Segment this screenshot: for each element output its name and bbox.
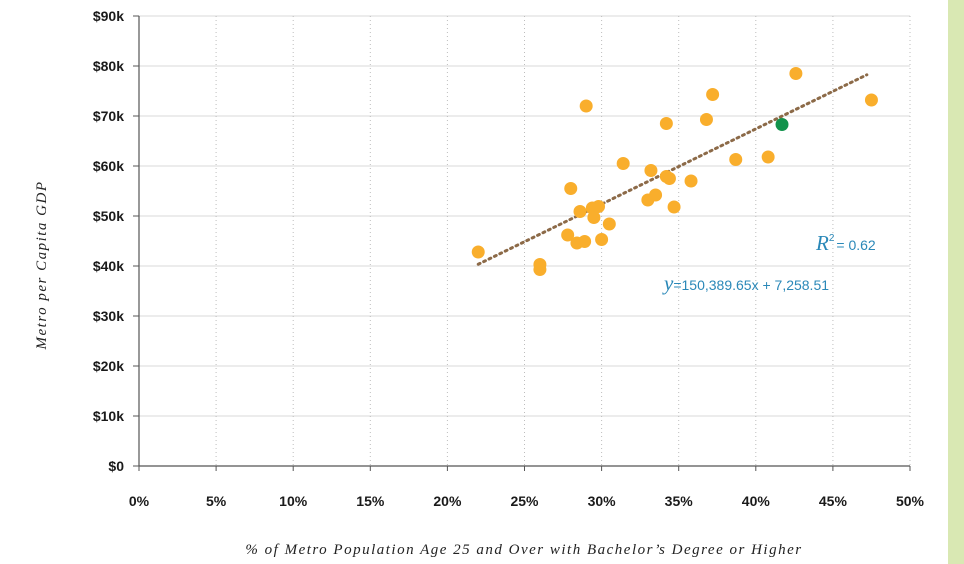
r-squared-symbol: R xyxy=(815,231,829,255)
x-tick-label: 5% xyxy=(206,493,227,509)
x-axis-title: % of Metro Population Age 25 and Over wi… xyxy=(245,542,802,558)
data-point xyxy=(616,157,630,170)
y-tick-label: $10k xyxy=(93,408,124,424)
x-tick-label: 50% xyxy=(896,493,925,509)
side-stripe xyxy=(948,0,964,564)
data-point xyxy=(573,205,587,218)
data-point xyxy=(592,200,606,213)
x-tick-labels: 0% 5% 10% 15% 20% 25% 30% 35% 40% 45% 50% xyxy=(129,466,925,509)
x-tick-label: 0% xyxy=(129,493,150,509)
r-squared-superscript: 2 xyxy=(829,233,835,244)
y-tick-label: $20k xyxy=(93,358,124,374)
equation-text: =150,389.65x + 7,258.51 xyxy=(673,277,829,293)
y-tick-label: $0 xyxy=(108,458,124,474)
data-point xyxy=(587,211,601,224)
y-tick-label: $70k xyxy=(93,108,124,124)
data-point xyxy=(699,113,713,126)
x-tick-label: 40% xyxy=(742,493,771,509)
x-tick-label: 45% xyxy=(819,493,848,509)
y-tick-labels: $0 $10k $20k $30k $40k $50k $60k $70k $80k $90k xyxy=(93,8,139,474)
r-squared-value: = 0.62 xyxy=(836,237,876,253)
trendline xyxy=(476,73,869,266)
data-point xyxy=(644,164,658,177)
r-squared-annotation: R2 = 0.62 xyxy=(815,231,876,255)
data-point xyxy=(659,117,673,130)
data-point xyxy=(564,182,578,195)
y-tick-label: $90k xyxy=(93,8,124,24)
data-points xyxy=(471,67,878,276)
x-tick-label: 30% xyxy=(588,493,617,509)
data-point xyxy=(649,188,663,202)
data-point xyxy=(578,235,592,248)
data-point xyxy=(789,67,803,80)
y-tick-label: $30k xyxy=(93,308,124,324)
data-point xyxy=(471,245,485,259)
equation-symbol: y xyxy=(662,271,674,295)
y-tick-label: $80k xyxy=(93,58,124,74)
data-point xyxy=(662,172,676,185)
data-point xyxy=(595,233,609,246)
y-tick-label: $60k xyxy=(93,158,124,174)
x-tick-label: 15% xyxy=(356,493,385,509)
data-point xyxy=(761,150,775,164)
y-tick-label: $40k xyxy=(93,258,124,274)
x-tick-label: 25% xyxy=(510,493,539,509)
y-axis-title: Metro per Capita GDP xyxy=(34,180,50,350)
data-point xyxy=(729,153,743,166)
x-tick-label: 20% xyxy=(433,493,462,509)
y-tick-label: $50k xyxy=(93,208,124,224)
data-point xyxy=(533,263,547,276)
data-point xyxy=(579,99,593,113)
data-point xyxy=(602,217,616,231)
grid-layer xyxy=(139,15,911,466)
data-point xyxy=(684,174,698,188)
data-point xyxy=(667,200,681,214)
data-point xyxy=(561,228,575,242)
x-tick-label: 10% xyxy=(279,493,308,509)
regression-equation: y=150,389.65x + 7,258.51 xyxy=(662,271,829,295)
highlighted-data-point xyxy=(775,118,789,131)
data-point xyxy=(864,93,878,107)
x-tick-label: 35% xyxy=(665,493,694,509)
data-point xyxy=(706,88,720,101)
